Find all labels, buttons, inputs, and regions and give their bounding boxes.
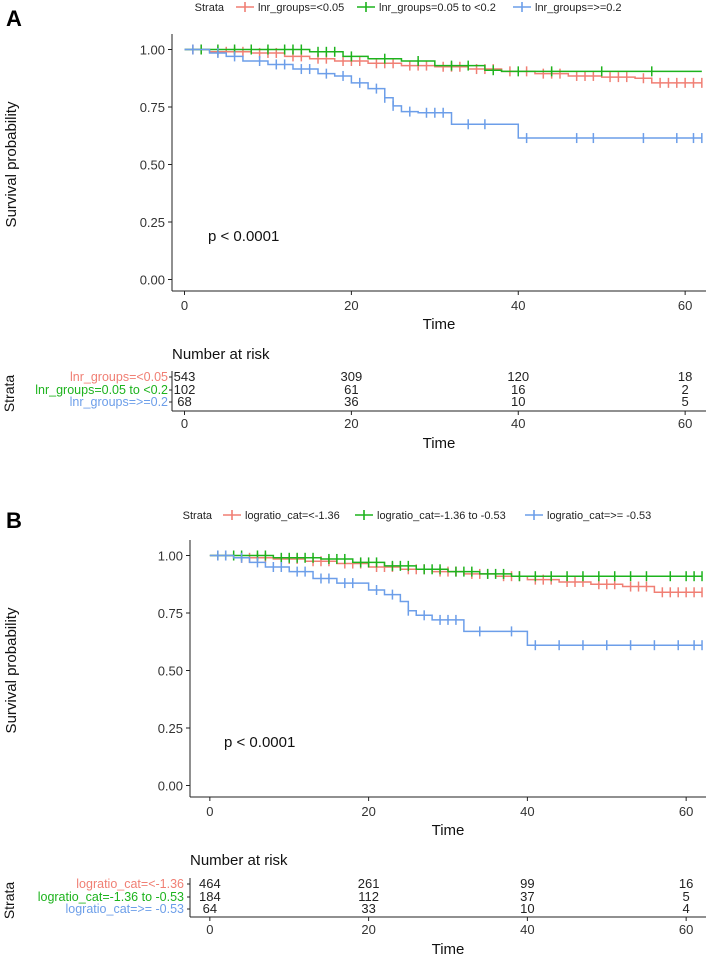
risk-count: 37	[520, 889, 534, 904]
p-value: p < 0.0001	[208, 228, 279, 245]
x-tick-label: 40	[511, 298, 525, 313]
km-series	[184, 44, 703, 144]
panel-b: Strata logratio_cat=<-1.36 logratio_cat=-1…	[1, 510, 706, 956]
risk-row-label: lnr_groups=>=0.2	[70, 395, 168, 409]
risk-count: 5	[682, 394, 689, 409]
y-tick-label: 1.00	[140, 43, 165, 58]
risk-count: 10	[511, 394, 525, 409]
risk-x-tick-label: 60	[678, 416, 692, 431]
y-tick-label: 0.25	[158, 721, 183, 736]
legend-title: Strata	[195, 2, 225, 14]
panel-a-label: A	[6, 6, 22, 31]
x-axis-label: Time	[423, 316, 456, 333]
risk-count: 309	[341, 369, 363, 384]
risk-count: 543	[174, 369, 196, 384]
y-tick-label: 0.75	[158, 606, 183, 621]
x-tick-label: 20	[344, 298, 358, 313]
risk-x-tick-label: 60	[679, 922, 693, 937]
x-axis-label: Time	[432, 822, 465, 839]
y-axis-label: Survival probability	[3, 607, 20, 733]
panel-b-label: B	[6, 508, 22, 533]
risk-x-tick-label: 20	[344, 416, 358, 431]
risk-row-label: logratio_cat=>= -0.53	[66, 902, 185, 916]
x-tick-label: 40	[520, 804, 534, 819]
legend-entry: logratio_cat=>= -0.53	[547, 510, 651, 522]
risk-count: 120	[507, 369, 529, 384]
risk-x-axis-label: Time	[432, 941, 465, 956]
risk-count: 18	[678, 369, 692, 384]
p-value: p < 0.0001	[224, 734, 295, 751]
x-tick-label: 0	[181, 298, 188, 313]
x-tick-label: 20	[361, 804, 375, 819]
y-tick-label: 0.00	[140, 273, 165, 288]
risk-count: 261	[358, 876, 380, 891]
risk-count: 112	[358, 889, 379, 904]
y-tick-label: 0.75	[140, 100, 165, 115]
risk-x-tick-label: 40	[520, 922, 534, 937]
y-tick-label: 0.25	[140, 215, 165, 230]
y-tick-label: 0.00	[158, 779, 183, 794]
risk-row-label: logratio_cat=-1.36 to -0.53	[38, 890, 184, 904]
risk-count: 5	[683, 889, 690, 904]
risk-count: 16	[511, 382, 525, 397]
km-series	[184, 44, 702, 77]
risk-x-tick-label: 40	[511, 416, 525, 431]
legend-title: Strata	[183, 510, 213, 522]
risk-row-label: logratio_cat=<-1.36	[76, 877, 184, 891]
risk-count: 10	[520, 901, 534, 916]
risk-count: 102	[174, 382, 196, 397]
y-tick-label: 0.50	[140, 158, 165, 173]
risk-count: 68	[177, 394, 191, 409]
legend-entry: logratio_cat=<-1.36	[245, 510, 340, 522]
risk-x-axis-label: Time	[423, 435, 456, 452]
legend-entry: logratio_cat=-1.36 to -0.53	[377, 510, 506, 522]
risk-x-tick-label: 20	[361, 922, 375, 937]
risk-count: 464	[199, 876, 221, 891]
legend-entry: lnr_groups=>=0.2	[535, 2, 622, 14]
risk-table-title: Number at risk	[172, 346, 270, 363]
risk-y-axis-label: Strata	[1, 375, 17, 413]
km-curve	[209, 554, 703, 646]
y-tick-label: 0.50	[158, 664, 183, 679]
risk-row-label: lnr_groups=<0.05	[70, 370, 168, 384]
km-curve	[184, 48, 702, 139]
km-series	[209, 550, 703, 651]
km-series	[209, 550, 703, 582]
risk-count: 16	[679, 876, 693, 891]
risk-count: 64	[203, 901, 217, 916]
legend-entry: lnr_groups=0.05 to <0.2	[379, 2, 496, 14]
risk-count: 2	[682, 382, 689, 397]
risk-count: 33	[361, 901, 375, 916]
x-tick-label: 0	[206, 804, 213, 819]
risk-table-title: Number at risk	[190, 852, 288, 869]
risk-x-tick-label: 0	[206, 922, 213, 937]
risk-row-label: lnr_groups=0.05 to <0.2	[35, 383, 168, 397]
risk-x-tick-label: 0	[181, 416, 188, 431]
risk-y-axis-label: Strata	[1, 882, 17, 920]
y-tick-label: 1.00	[158, 549, 183, 564]
y-axis-label: Survival probability	[3, 101, 20, 227]
x-tick-label: 60	[678, 298, 692, 313]
risk-count: 36	[344, 394, 358, 409]
panel-a: Strata lnr_groups=<0.05 lnr_groups=0.05 to…	[1, 2, 706, 452]
risk-count: 61	[344, 382, 358, 397]
risk-count: 99	[520, 876, 534, 891]
risk-count: 4	[683, 901, 690, 916]
risk-count: 184	[199, 889, 221, 904]
legend-entry: lnr_groups=<0.05	[258, 2, 344, 14]
x-tick-label: 60	[679, 804, 693, 819]
